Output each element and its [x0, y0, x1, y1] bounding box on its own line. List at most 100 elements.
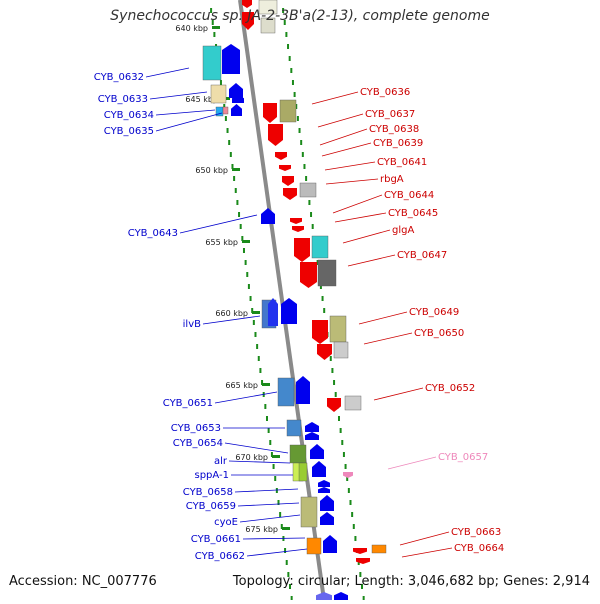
right-leader-line	[324, 161, 376, 171]
right-leader-line	[321, 142, 372, 157]
gene-arrow-reverse	[312, 320, 328, 344]
left-strand-dot	[239, 224, 242, 229]
right-strand-dot	[344, 464, 347, 469]
kbp-tick-mark	[242, 240, 250, 243]
right-strand-dot	[288, 56, 291, 61]
right-leader-line	[358, 311, 408, 325]
left-gene-labels: CYB_0632 CYB_0633 CYB_0634 CYB_0635 CYB_0643…	[94, 67, 308, 562]
right-strand-dot	[346, 476, 349, 481]
accession-text: Accession: NC_007776	[9, 574, 157, 589]
left-leader-line	[237, 502, 300, 507]
right-strand-dot	[329, 356, 332, 361]
gene-arrow-reverse	[353, 548, 367, 554]
right-gene-label: CYB_0637	[365, 109, 415, 120]
right-leader-line	[317, 113, 364, 128]
left-gene-label: CYB_0633	[98, 94, 148, 105]
left-leader-line	[228, 460, 291, 464]
right-gene-label: CYB_0639	[373, 138, 423, 149]
left-leader-line	[179, 214, 258, 234]
left-leader-line	[155, 112, 223, 132]
left-gene-label: cyoE	[214, 517, 238, 528]
gene-arrow-forward	[305, 422, 319, 432]
left-strand-dot	[226, 128, 229, 133]
gene-arrow-reverse	[290, 218, 302, 224]
gene-block	[279, 99, 297, 123]
gene-arrow-forward	[310, 444, 324, 459]
left-strand-dot	[251, 308, 254, 313]
kbp-tick-label: 650 kbp	[195, 166, 228, 175]
gene-arrow-reverse	[283, 188, 297, 200]
gene-block	[298, 462, 308, 482]
left-strand-dot	[257, 356, 260, 361]
gene-arrow-forward	[296, 376, 310, 404]
left-leader-line	[224, 442, 289, 454]
right-strand-dot	[331, 368, 334, 373]
right-gene-label: CYB_0636	[360, 87, 410, 98]
gene-arrow-reverse	[279, 165, 291, 171]
gene-arrow-reverse	[300, 262, 317, 288]
gene-arrow-forward	[334, 592, 348, 600]
kbp-tick-label: 655 kbp	[205, 238, 238, 247]
left-strand-dot	[290, 596, 293, 601]
right-strand-dot	[291, 80, 294, 85]
left-strand-dot	[284, 548, 287, 553]
left-strand-dot	[238, 212, 241, 217]
right-strand-dot	[352, 524, 355, 529]
right-strand-dot	[310, 212, 313, 217]
right-strand-dot	[323, 308, 326, 313]
left-strand-dot	[287, 572, 290, 577]
gene-arrow-reverse	[242, 0, 252, 8]
left-strand-dot	[269, 440, 272, 445]
gene-arrow-reverse	[327, 398, 341, 412]
gene-arrow-forward	[320, 495, 334, 511]
right-strand-dot	[305, 176, 308, 181]
right-strand-dot	[295, 104, 298, 109]
right-strand-dot	[319, 284, 322, 289]
left-strand-dot	[223, 104, 226, 109]
gene-arrow-forward	[231, 104, 242, 116]
left-gene-label: CYB_0662	[195, 551, 245, 562]
left-gene-label: CYB_0659	[186, 501, 236, 512]
right-gene-label: CYB_0641	[377, 157, 427, 168]
topology-text: Topology: circular; Length: 3,046,682 bp…	[232, 574, 590, 589]
left-strand-dot	[261, 380, 264, 385]
left-strand-dot	[246, 272, 249, 277]
left-strand-dot	[279, 512, 282, 517]
left-strand-dot	[236, 200, 239, 205]
gene-arrow-reverse	[282, 176, 294, 186]
left-leader-line	[202, 315, 261, 325]
kbp-tick-label: 660 kbp	[215, 309, 248, 318]
left-strand-dot	[256, 344, 259, 349]
right-leader-line	[325, 178, 379, 185]
gene-block	[311, 235, 329, 259]
gene-arrow-forward	[318, 487, 330, 493]
gene-arrow-forward	[261, 208, 275, 224]
gene-block	[299, 182, 317, 198]
right-strand-dot	[300, 140, 303, 145]
gene-arrow-forward	[320, 512, 334, 525]
left-strand-dot	[244, 260, 247, 265]
gene-arrow-reverse	[268, 124, 283, 146]
gene-arrow-forward	[222, 44, 240, 74]
right-strand-dot	[354, 536, 357, 541]
left-strand-dot	[275, 488, 278, 493]
right-leader-line	[342, 229, 391, 244]
left-leader-line	[149, 91, 208, 100]
gene-arrow-reverse	[317, 344, 332, 360]
gene-block	[286, 419, 302, 437]
right-strand-dot	[361, 584, 364, 589]
right-strand-dot	[349, 500, 352, 505]
left-strand-dot	[254, 332, 257, 337]
gene-arrow-reverse	[356, 558, 370, 564]
left-leader-line	[246, 548, 308, 557]
left-strand-dot	[270, 452, 273, 457]
gene-arrow-reverse	[292, 226, 304, 232]
left-strand-dot	[241, 236, 244, 241]
left-gene-label: CYB_0643	[128, 228, 178, 239]
right-strand-dot	[293, 92, 296, 97]
left-strand-dot	[265, 416, 268, 421]
gene-arrow-forward	[305, 432, 319, 440]
left-gene-label: alr	[214, 456, 228, 467]
